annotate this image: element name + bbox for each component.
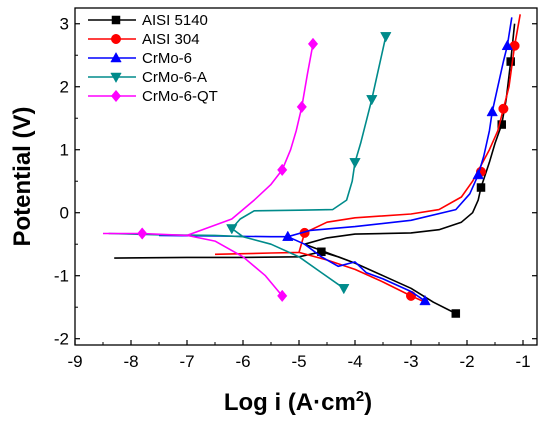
series-0 bbox=[114, 23, 516, 318]
x-tick-label: -9 bbox=[67, 352, 82, 371]
data-point bbox=[497, 120, 506, 129]
data-point bbox=[486, 105, 498, 117]
series-3 bbox=[108, 32, 392, 295]
legend: AISI 5140 AISI 304 CrMo-6 CrMo-6-A CrMo-6-QT bbox=[88, 12, 218, 105]
series-line bbox=[114, 23, 516, 315]
legend-marker bbox=[110, 89, 122, 103]
x-axis-title-main: Log i (A·cm bbox=[224, 389, 356, 416]
y-tick-label: 0 bbox=[60, 204, 69, 223]
legend-label: AISI 5140 bbox=[142, 12, 208, 29]
data-point bbox=[380, 32, 392, 43]
data-point bbox=[476, 183, 486, 192]
data-point bbox=[307, 37, 319, 51]
series-4 bbox=[103, 37, 319, 303]
y-tick-label: 3 bbox=[60, 15, 69, 34]
legend-marker bbox=[110, 51, 122, 63]
x-axis-title: Log i (A·cm2) bbox=[224, 388, 372, 416]
data-point bbox=[277, 289, 288, 303]
series-2 bbox=[158, 17, 513, 306]
legend-label: CrMo-6-A bbox=[142, 69, 207, 86]
x-tick-label: -7 bbox=[179, 352, 194, 371]
y-tick-label: -2 bbox=[54, 330, 69, 349]
legend-label: CrMo-6-QT bbox=[142, 88, 218, 105]
y-tick-label: 2 bbox=[60, 78, 69, 97]
data-point bbox=[506, 57, 515, 66]
legend-marker bbox=[111, 34, 121, 44]
data-point bbox=[406, 290, 416, 301]
data-point bbox=[282, 230, 294, 241]
series-layer bbox=[103, 14, 521, 318]
y-tick-label: 1 bbox=[60, 141, 69, 160]
data-point bbox=[277, 163, 288, 177]
plot-frame bbox=[74, 7, 538, 346]
legend-label: AISI 304 bbox=[142, 31, 200, 48]
x-tick-label: -2 bbox=[459, 352, 474, 371]
x-axis-title-superscript: 2 bbox=[356, 388, 364, 405]
data-point bbox=[472, 168, 484, 180]
data-point bbox=[317, 247, 326, 257]
x-tick-label: -6 bbox=[235, 352, 250, 371]
ticks-layer: -9 -8 -7 -6 -5 -4 -3 -2 -1 -2 -1 0 1 2 3 bbox=[54, 15, 537, 371]
x-tick-label: -3 bbox=[403, 352, 418, 371]
data-point bbox=[349, 158, 361, 169]
data-point bbox=[366, 95, 378, 106]
series-line bbox=[158, 17, 513, 302]
x-axis-title-close: ) bbox=[364, 389, 372, 416]
data-point bbox=[137, 227, 148, 240]
x-tick-label: -1 bbox=[515, 352, 530, 371]
data-point bbox=[296, 100, 307, 114]
series-line bbox=[103, 43, 314, 297]
legend-label: CrMo-6 bbox=[142, 50, 192, 67]
x-tick-label: -4 bbox=[347, 352, 362, 371]
data-point bbox=[498, 103, 509, 114]
legend-marker bbox=[110, 72, 122, 84]
legend-marker bbox=[111, 15, 121, 25]
data-point bbox=[501, 39, 513, 51]
data-point bbox=[338, 284, 350, 295]
y-axis-title: Potential (V) bbox=[9, 106, 36, 246]
y-tick-label: -1 bbox=[54, 267, 69, 286]
x-tick-label: -8 bbox=[123, 352, 138, 371]
data-point bbox=[451, 309, 461, 318]
data-point bbox=[419, 294, 431, 306]
x-tick-label: -5 bbox=[291, 352, 306, 371]
data-point bbox=[226, 224, 238, 235]
